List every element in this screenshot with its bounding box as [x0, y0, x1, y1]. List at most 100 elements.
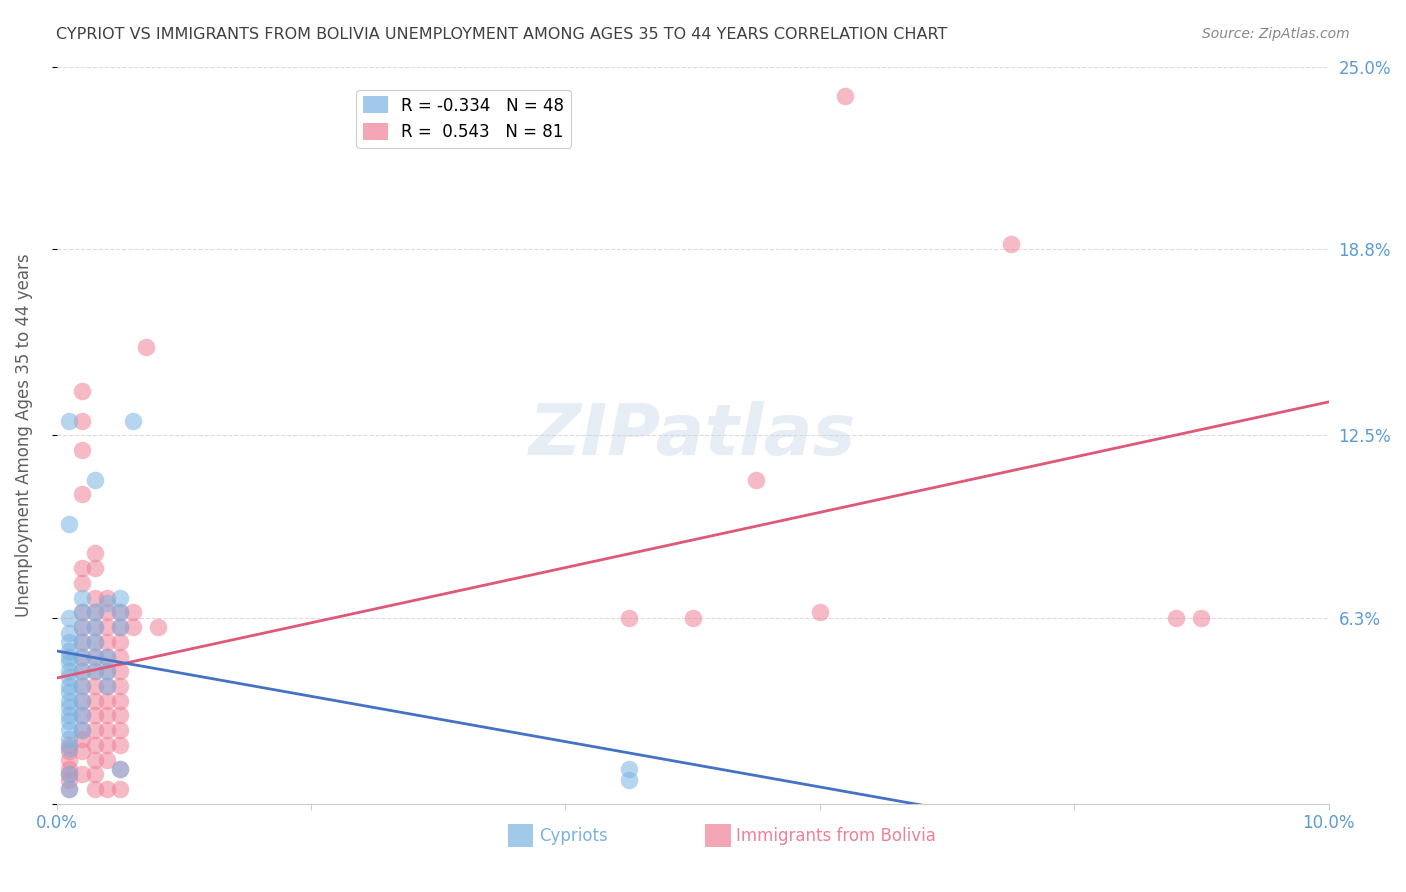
Point	[83, 767, 105, 781]
Point	[808, 605, 831, 619]
Point	[96, 649, 118, 664]
Point	[617, 773, 640, 788]
Point	[70, 649, 93, 664]
Point	[834, 89, 856, 103]
Point	[96, 738, 118, 752]
Point	[58, 413, 80, 427]
Point	[58, 643, 80, 657]
Point	[745, 473, 768, 487]
Point	[70, 634, 93, 648]
Point	[70, 620, 93, 634]
Point	[110, 679, 132, 693]
Point	[96, 708, 118, 723]
Point	[58, 685, 80, 699]
Point	[58, 767, 80, 781]
Point	[58, 732, 80, 747]
Point	[70, 723, 93, 738]
Point	[96, 634, 118, 648]
Point	[122, 605, 145, 619]
Point	[70, 384, 93, 398]
Point	[58, 714, 80, 729]
Point	[83, 665, 105, 679]
Point	[110, 782, 132, 797]
Point	[110, 665, 132, 679]
Point	[110, 738, 132, 752]
Point	[617, 611, 640, 625]
Point	[58, 656, 80, 670]
Point	[122, 413, 145, 427]
Point	[58, 723, 80, 738]
Text: CYPRIOT VS IMMIGRANTS FROM BOLIVIA UNEMPLOYMENT AMONG AGES 35 TO 44 YEARS CORREL: CYPRIOT VS IMMIGRANTS FROM BOLIVIA UNEMP…	[56, 27, 948, 42]
Point	[70, 679, 93, 693]
Point	[70, 694, 93, 708]
Point	[83, 634, 105, 648]
Point	[96, 620, 118, 634]
Point	[70, 732, 93, 747]
Point	[96, 679, 118, 693]
Point	[110, 723, 132, 738]
Point	[58, 634, 80, 648]
Point	[1164, 611, 1187, 625]
Point	[96, 723, 118, 738]
Point	[58, 773, 80, 788]
Point	[122, 620, 145, 634]
Legend: R = -0.334   N = 48, R =  0.543   N = 81: R = -0.334 N = 48, R = 0.543 N = 81	[356, 90, 571, 148]
Point	[83, 473, 105, 487]
Point	[1191, 611, 1213, 625]
Text: ZIPatlas: ZIPatlas	[529, 401, 856, 470]
Point	[58, 762, 80, 776]
Text: Immigrants from Bolivia: Immigrants from Bolivia	[737, 827, 936, 845]
Point	[58, 611, 80, 625]
Point	[110, 605, 132, 619]
Point	[110, 649, 132, 664]
Point	[617, 762, 640, 776]
Point	[70, 487, 93, 501]
Point	[58, 679, 80, 693]
Point	[58, 782, 80, 797]
Point	[96, 753, 118, 767]
Point	[110, 762, 132, 776]
Point	[110, 708, 132, 723]
Point	[96, 649, 118, 664]
Point	[83, 708, 105, 723]
Point	[70, 744, 93, 758]
Point	[83, 738, 105, 752]
Point	[96, 694, 118, 708]
Point	[110, 620, 132, 634]
Point	[135, 340, 157, 354]
Point	[70, 620, 93, 634]
Point	[58, 708, 80, 723]
Point	[58, 516, 80, 531]
Point	[148, 620, 170, 634]
Point	[70, 708, 93, 723]
Point	[58, 767, 80, 781]
Point	[83, 723, 105, 738]
Point	[83, 605, 105, 619]
Point	[58, 741, 80, 756]
Point	[58, 782, 80, 797]
Point	[96, 596, 118, 610]
Point	[110, 634, 132, 648]
Point	[96, 782, 118, 797]
Point	[96, 605, 118, 619]
Point	[58, 694, 80, 708]
Point	[83, 782, 105, 797]
Point	[96, 665, 118, 679]
Point	[96, 665, 118, 679]
Point	[83, 546, 105, 560]
Point	[70, 665, 93, 679]
Point	[70, 649, 93, 664]
Point	[70, 575, 93, 590]
Point	[70, 591, 93, 605]
Point	[70, 694, 93, 708]
Point	[83, 620, 105, 634]
Point	[58, 744, 80, 758]
Point	[83, 679, 105, 693]
Point	[70, 723, 93, 738]
Point	[58, 665, 80, 679]
Point	[70, 679, 93, 693]
Point	[1000, 236, 1022, 251]
Point	[58, 626, 80, 640]
Text: Cypriots: Cypriots	[538, 827, 607, 845]
Y-axis label: Unemployment Among Ages 35 to 44 years: Unemployment Among Ages 35 to 44 years	[15, 253, 32, 617]
